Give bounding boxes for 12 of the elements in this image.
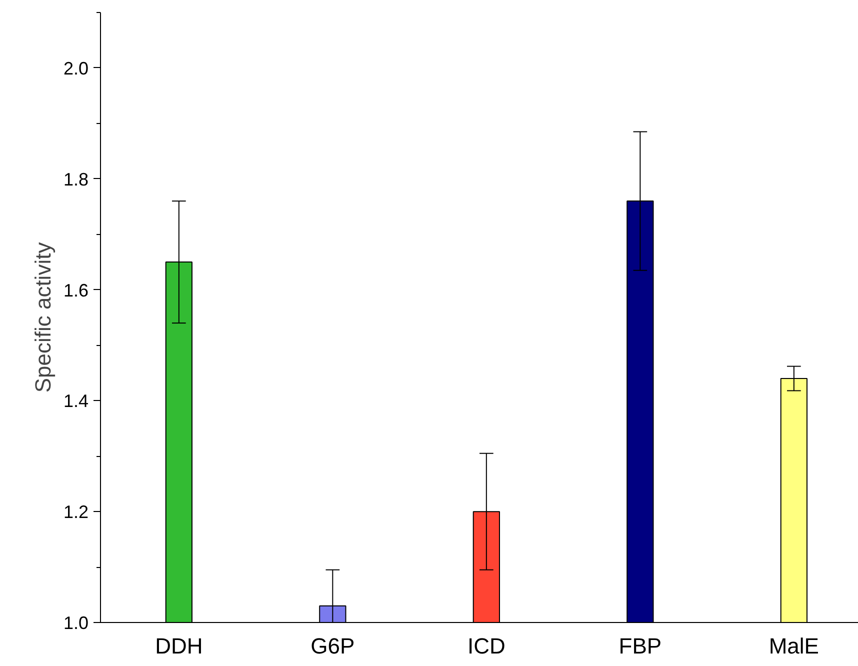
x-tick-label: G6P bbox=[310, 634, 355, 658]
x-tick-label: ICD bbox=[467, 634, 506, 658]
x-tick-label: MalE bbox=[768, 634, 819, 658]
x-tick-label: FBP bbox=[618, 634, 662, 658]
y-axis-title: Specific activity bbox=[30, 242, 56, 393]
y-tick-label: 1.6 bbox=[63, 280, 89, 300]
y-tick-label: 1.4 bbox=[63, 391, 89, 412]
y-tick-label: 1.2 bbox=[63, 502, 89, 522]
y-tick-label: 2.0 bbox=[63, 58, 89, 78]
y-tick-label: 1.0 bbox=[63, 613, 89, 633]
x-tick-label: DDH bbox=[155, 634, 203, 658]
y-tick-label: 1.8 bbox=[63, 169, 89, 190]
